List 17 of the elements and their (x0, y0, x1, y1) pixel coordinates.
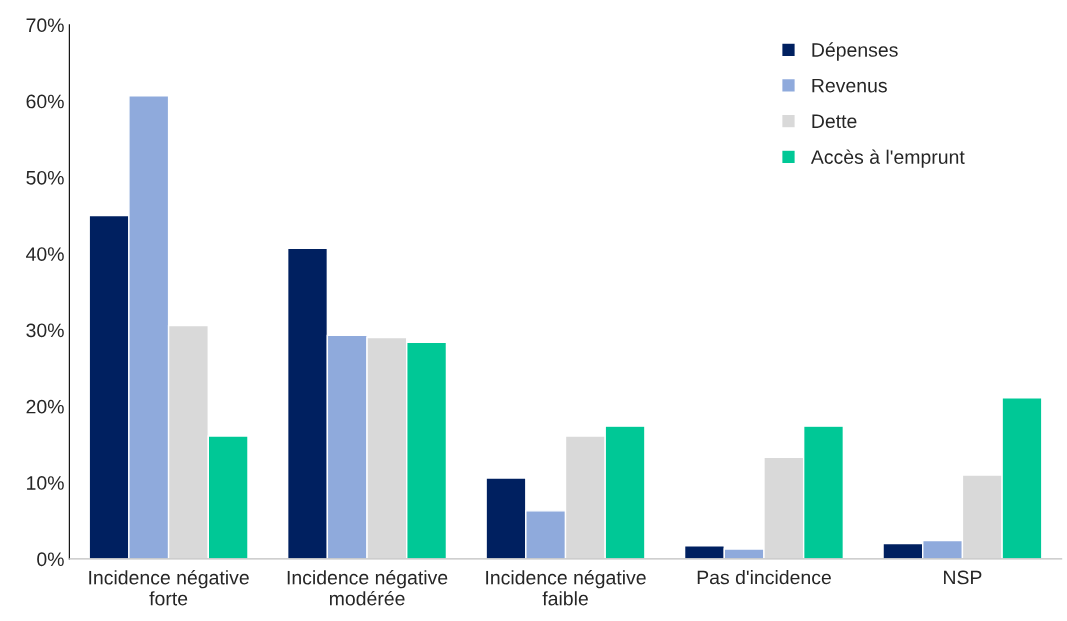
x-tick-label: NSP (944, 570, 982, 585)
y-tick-label: 50% (26, 170, 64, 185)
legend-label: Revenus (812, 78, 887, 93)
y-tick-label: 20% (26, 399, 64, 414)
x-tick-label: Incidence négative forte (89, 570, 249, 606)
x-tick-label: Incidence négative modérée (287, 570, 448, 606)
y-tick-label: 0% (37, 552, 64, 567)
legend-label: Dette (812, 114, 857, 129)
x-tick-label: Incidence négative faible (486, 570, 646, 606)
legend-label: Accès à l'emprunt (810, 149, 965, 168)
y-tick-label: 60% (26, 94, 64, 109)
y-tick-label: 10% (27, 476, 64, 490)
legend-label: Dépenses (812, 42, 898, 61)
y-tick-label: 40% (26, 247, 64, 261)
y-tick-label: 70% (26, 18, 64, 33)
y-tick-label: 30% (26, 323, 64, 338)
x-tick-label: Pas d'incidence (697, 570, 831, 585)
